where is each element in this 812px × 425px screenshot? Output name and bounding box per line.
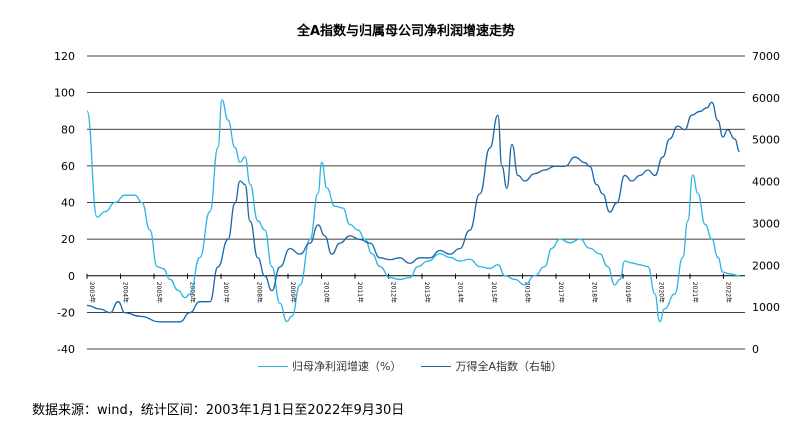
series-line-wind-a-index — [86, 101, 741, 323]
chart-title: 全A指数与归属母公司净利润增速走势 — [296, 24, 516, 39]
series-line-profit-growth — [86, 99, 740, 323]
legend-swatch-profit — [258, 365, 288, 367]
x-tick-label: 2003年 — [88, 282, 96, 303]
legend-item-profit: 归母净利润增速（%） — [258, 358, 401, 374]
right-tick-label: 3000 — [752, 217, 780, 230]
legend-swatch-index — [421, 365, 452, 367]
x-tick-label: 2013年 — [423, 282, 431, 303]
x-tick-label: 2014年 — [457, 282, 465, 303]
x-tick-label: 2018年 — [591, 282, 599, 303]
left-tick-label: 60 — [61, 160, 75, 173]
left-tick-label: 40 — [61, 197, 75, 210]
legend-label-profit: 归母净利润增速（%） — [292, 360, 402, 373]
x-tick-label: 2009年 — [289, 282, 297, 303]
right-tick-label: 5000 — [752, 134, 780, 147]
right-tick-label: 0 — [752, 343, 759, 356]
x-tick-label: 2015年 — [490, 282, 498, 303]
legend: 归母净利润增速（%） 万得全A指数（右轴） — [258, 358, 562, 374]
left-tick-label: 80 — [61, 123, 75, 136]
left-tick-label: -40 — [57, 343, 75, 356]
source-note: 数据来源：wind，统计区间：2003年1月1日至2022年9月30日 — [32, 403, 405, 418]
right-tick-label: 6000 — [752, 92, 780, 105]
legend-label-index: 万得全A指数（右轴） — [455, 360, 562, 373]
x-tick-label: 2020年 — [658, 282, 666, 303]
x-tick-label: 2012年 — [390, 282, 398, 303]
right-tick-label: 4000 — [752, 176, 780, 189]
left-tick-label: 20 — [61, 233, 75, 246]
x-tick-label: 2005年 — [155, 282, 163, 303]
x-tick-label: 2006年 — [189, 282, 197, 303]
x-tick-label: 2008年 — [256, 282, 264, 303]
x-tick-label: 2007年 — [222, 282, 230, 303]
x-tick-label: 2019年 — [624, 282, 632, 303]
left-tick-label: -20 — [57, 306, 75, 319]
right-tick-label: 2000 — [752, 259, 780, 272]
legend-item-index: 万得全A指数（右轴） — [421, 358, 562, 374]
right-tick-label: 7000 — [752, 50, 780, 63]
x-tick-label: 2010年 — [323, 282, 331, 303]
left-tick-label: 0 — [68, 270, 75, 283]
x-tick-label: 2011年 — [356, 282, 364, 303]
x-tick-label: 2016年 — [524, 282, 532, 303]
x-tick-label: 2021年 — [691, 282, 699, 303]
x-tick-label: 2004年 — [122, 282, 130, 303]
left-tick-label: 100 — [54, 87, 75, 100]
right-tick-label: 1000 — [752, 301, 780, 314]
left-tick-label: 120 — [54, 50, 75, 63]
x-tick-label: 2022年 — [725, 282, 733, 303]
x-tick-label: 2017年 — [557, 282, 565, 303]
